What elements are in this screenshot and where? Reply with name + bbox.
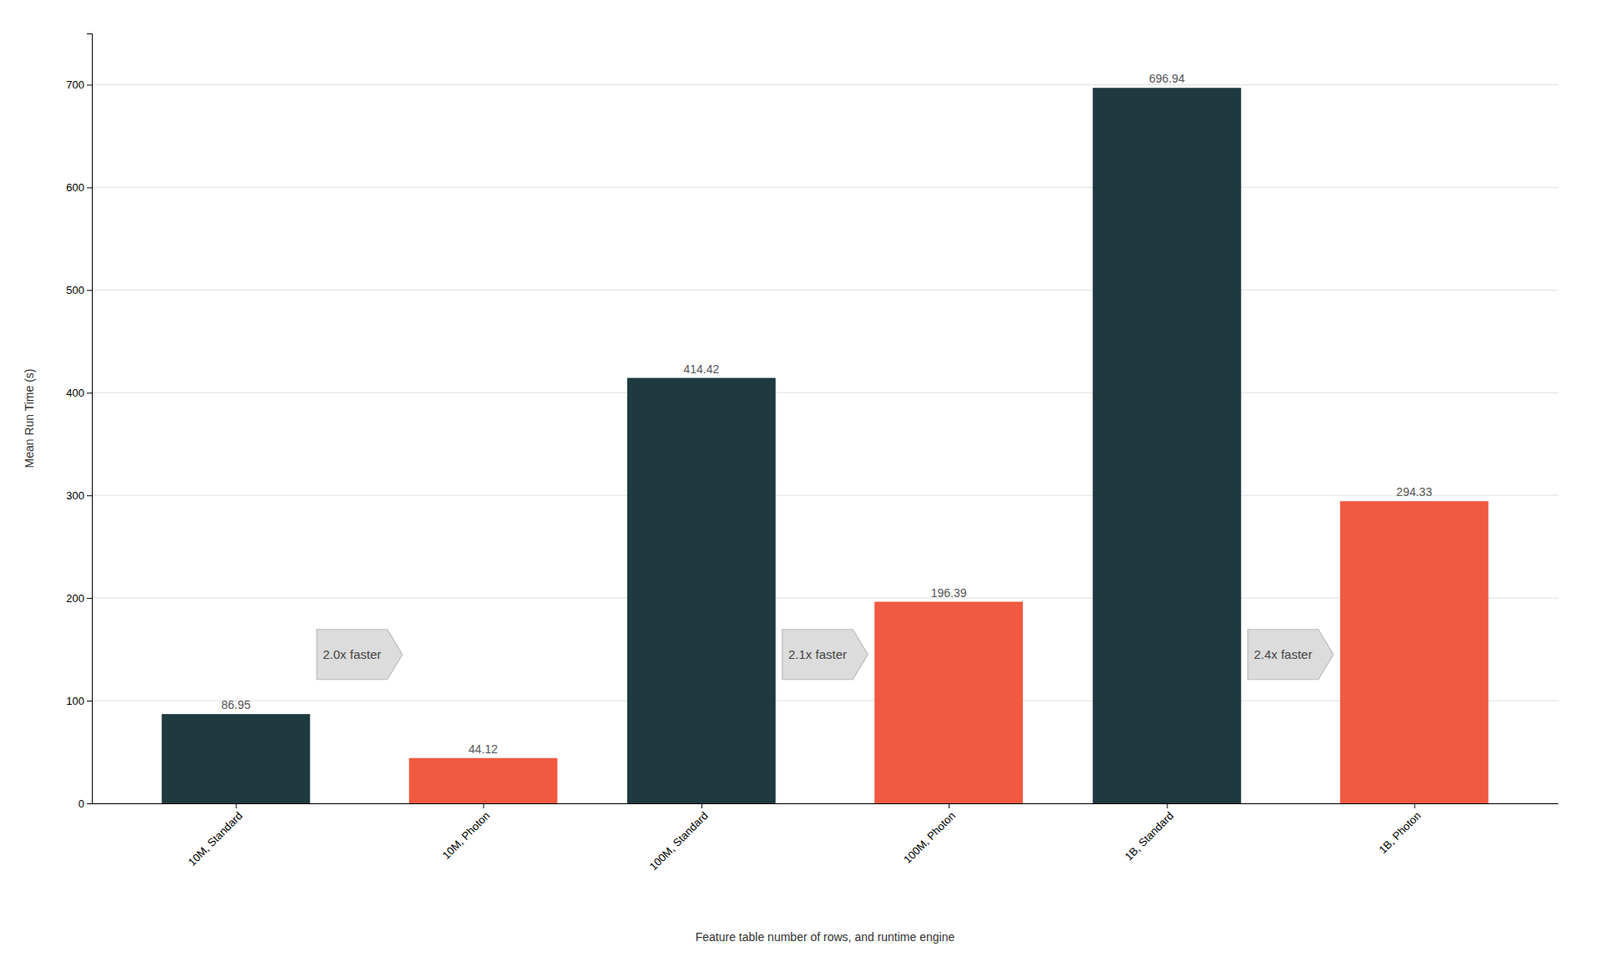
y-tick: 300 — [65, 489, 92, 502]
y-tick-label: 200 — [65, 592, 85, 605]
annotation-label: 2.1x faster — [788, 647, 847, 662]
y-tick-label: 300 — [65, 489, 85, 502]
x-tick-label: 100M, Photon — [901, 809, 958, 866]
x-tick-label: 10M, Standard — [185, 809, 245, 869]
x-axis-title: Feature table number of rows, and runtim… — [695, 930, 956, 944]
data-label: 196.39 — [931, 586, 968, 600]
data-label: 696.94 — [1149, 71, 1185, 86]
y-tick: 500 — [65, 283, 92, 297]
x-tick-label: 1B, Standard — [1122, 809, 1176, 863]
y-tick: 400 — [65, 386, 92, 400]
x-tick-mark — [948, 803, 950, 809]
x-tick: 1B, Standard — [1122, 803, 1176, 863]
x-tick: 10M, Standard — [185, 803, 245, 869]
x-tick: 1B, Photon — [1376, 803, 1423, 856]
y-tick-mark — [86, 495, 92, 497]
grid-line — [91, 84, 1559, 86]
grid-line — [91, 597, 1559, 599]
x-tick-mark — [701, 803, 703, 809]
annotation-arrow — [1247, 629, 1333, 680]
annotation-arrow — [782, 629, 868, 680]
bar — [409, 758, 558, 804]
y-tick-mark — [86, 187, 92, 188]
y-tick: 200 — [65, 592, 92, 605]
x-tick-label: 100M, Standard — [647, 809, 711, 873]
y-tick-label: 100 — [65, 694, 85, 708]
chart: 010020030040050060070010M, Standard10M, … — [0, 0, 1600, 962]
y-tick-label: 600 — [65, 181, 85, 194]
grid — [91, 84, 1559, 804]
y-tick: 700 — [65, 78, 92, 92]
grid-line — [91, 803, 1559, 805]
x-tick: 100M, Photon — [901, 803, 958, 866]
y-tick-mark — [86, 392, 92, 394]
y-tick-mark — [86, 289, 92, 291]
x-tick-mark — [1414, 803, 1416, 809]
plot: 010020030040050060070010M, Standard10M, … — [22, 34, 1559, 945]
y-tick: 100 — [65, 694, 92, 708]
y-tick-mark — [86, 803, 92, 805]
grid-line — [91, 495, 1559, 497]
y-tick: 600 — [65, 181, 92, 194]
annotation-label: 2.4x faster — [1253, 647, 1312, 662]
x-axis-line — [91, 803, 1559, 805]
y-axis-title: Mean Run Time (s) — [22, 368, 36, 468]
x-tick-mark — [235, 803, 237, 809]
grid-line — [91, 187, 1559, 188]
annotation-label: 2.0x faster — [323, 647, 382, 662]
data-label: 294.33 — [1396, 485, 1433, 499]
bar — [162, 713, 311, 804]
annotations: 2.0x faster 2.1x faster 2.4x faster — [316, 629, 1333, 680]
data-label: 414.42 — [683, 362, 720, 376]
x-tick-mark — [1166, 803, 1168, 809]
x-axis: 10M, Standard 10M, Photon 100M, Standard 10… — [91, 803, 1559, 873]
grid-line — [91, 289, 1559, 291]
annotation-arrow — [316, 629, 402, 680]
bar — [1340, 501, 1489, 804]
x-tick-label: 1B, Photon — [1376, 809, 1423, 856]
x-tick: 100M, Standard — [647, 803, 711, 873]
data-label: 44.12 — [468, 742, 498, 756]
x-tick-label: 10M, Photon — [440, 809, 493, 862]
y-tick-label: 400 — [65, 386, 85, 400]
data-label: 86.95 — [221, 698, 251, 712]
x-tick-mark — [483, 803, 485, 809]
y-tick-mark — [86, 597, 92, 599]
bar — [874, 602, 1023, 804]
grid-line — [91, 700, 1559, 702]
y-axis: 0 100 200 300 400 500 600 700 — [65, 34, 92, 811]
bar — [1093, 87, 1242, 804]
y-tick-label: 500 — [65, 283, 85, 297]
y-tick: 0 — [78, 797, 92, 811]
grid-line — [91, 392, 1559, 394]
y-tick-label: 700 — [65, 78, 85, 92]
data-labels: 86.95 44.12 414.42 196.39 696.94 294.33 — [221, 71, 1433, 756]
bar — [627, 378, 776, 804]
y-tick-label: 0 — [78, 797, 85, 811]
y-tick-mark — [86, 700, 92, 702]
bars — [162, 87, 1489, 804]
y-tick-mark — [86, 84, 92, 86]
x-tick: 10M, Photon — [440, 803, 493, 862]
y-axis-line — [86, 34, 93, 805]
